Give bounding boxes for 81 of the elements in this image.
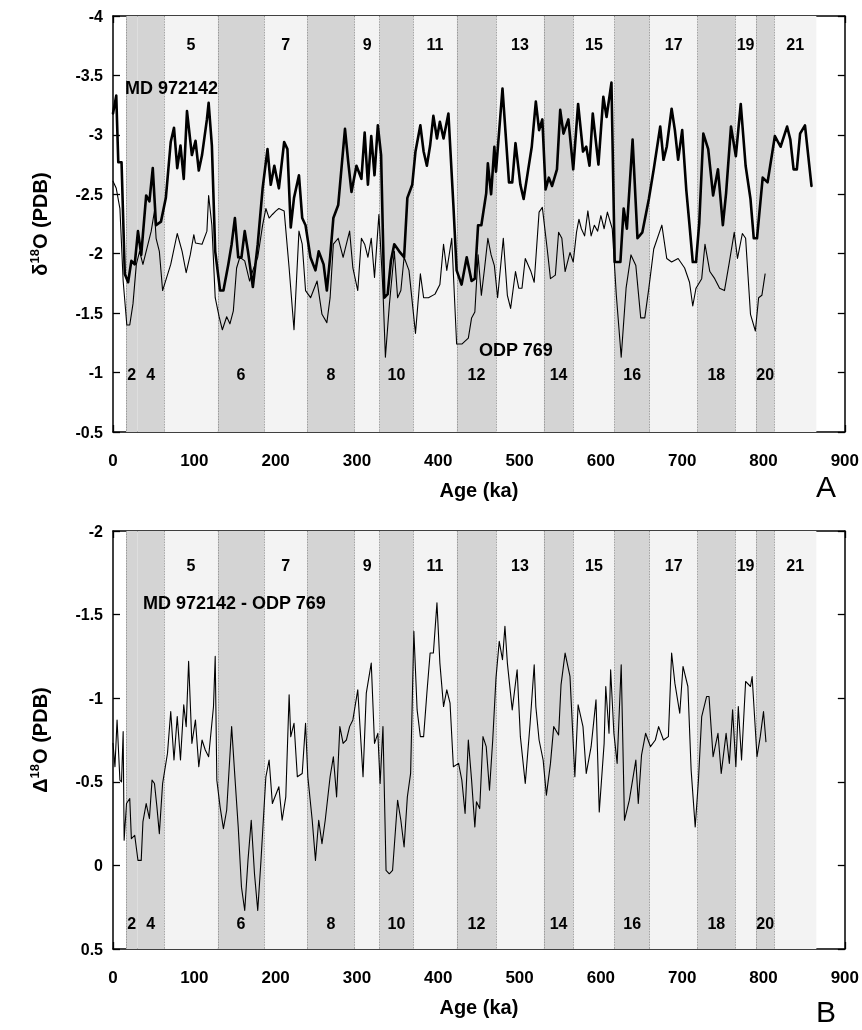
band-label: 9 xyxy=(362,35,372,53)
band-label: 5 xyxy=(186,556,196,574)
x-tick-label: 800 xyxy=(749,451,778,470)
y-tick-label: -0.5 xyxy=(75,423,104,441)
y-tick-label: -2 xyxy=(88,522,104,540)
band-label: 4 xyxy=(146,914,156,932)
x-tick-label: 0 xyxy=(108,968,118,987)
band-label: 11 xyxy=(426,35,444,53)
y-tick-label: -3.5 xyxy=(75,66,104,84)
band-label: 13 xyxy=(511,556,529,574)
band-label: 15 xyxy=(585,556,603,574)
band-label: 21 xyxy=(786,556,805,574)
band-label: 7 xyxy=(281,35,291,53)
y-tick-label: -1.5 xyxy=(75,304,104,322)
x-tick-label: 400 xyxy=(424,968,453,987)
x-tick-label: 600 xyxy=(586,968,616,987)
band-label: 19 xyxy=(736,556,755,574)
text: B xyxy=(815,994,837,1028)
x-tick-label: 200 xyxy=(261,968,290,987)
band-label: 17 xyxy=(664,35,683,53)
y-tick-label: -0.5 xyxy=(75,773,104,791)
y-tick-label: 0 xyxy=(94,856,104,874)
band-label: 8 xyxy=(326,365,336,383)
x-tick-label: 500 xyxy=(505,968,534,987)
x-tick-label: 700 xyxy=(668,968,697,987)
x-tick-label: 800 xyxy=(749,968,778,987)
band-label: 13 xyxy=(511,35,529,53)
band-label: 6 xyxy=(236,365,246,383)
x-tick-label: 600 xyxy=(586,451,616,470)
x-tick-label: 900 xyxy=(830,968,860,987)
band-label: 5 xyxy=(186,35,196,53)
y-tick-label: -1 xyxy=(88,364,104,382)
x-tick-label: 200 xyxy=(261,451,290,470)
band-label: 2 xyxy=(127,914,137,932)
band-label: 14 xyxy=(549,914,568,932)
band-label: 20 xyxy=(756,914,775,932)
band-label: 18 xyxy=(707,365,726,383)
band-label: 16 xyxy=(623,914,642,932)
band-label: 11 xyxy=(426,556,444,574)
band-label: 21 xyxy=(786,35,805,53)
series-label: MD 972142 xyxy=(125,78,219,98)
x-tick-label: 0 xyxy=(108,451,118,470)
y-tick-label: -2.5 xyxy=(75,185,104,203)
band-label: 19 xyxy=(736,35,755,53)
series-label: ODP 769 xyxy=(479,340,553,360)
x-tick-label: 100 xyxy=(180,451,209,470)
band-label: 2 xyxy=(127,365,137,383)
x-tick-label: 300 xyxy=(342,968,372,987)
band-label: 18 xyxy=(707,914,726,932)
band-label: 20 xyxy=(756,365,775,383)
y-tick-label: -3 xyxy=(88,126,104,144)
y-tick-label: -4 xyxy=(88,7,104,25)
x-axis-title: Age (ka) xyxy=(439,479,519,501)
text: A xyxy=(815,469,837,503)
band-label: 12 xyxy=(467,914,486,932)
y-axis-title: Δ18O (PDB) xyxy=(27,687,51,793)
y-tick-label: -2 xyxy=(88,245,104,263)
band-label: 7 xyxy=(281,556,291,574)
band-label: 10 xyxy=(387,914,406,932)
band-label: 12 xyxy=(467,365,486,383)
x-tick-label: 700 xyxy=(668,451,697,470)
y-tick-label: -1.5 xyxy=(75,606,104,624)
x-tick-label: 100 xyxy=(180,968,209,987)
band-label: 10 xyxy=(387,365,406,383)
band-label: 9 xyxy=(362,556,372,574)
band-label: 6 xyxy=(236,914,246,932)
band-label: 16 xyxy=(623,365,642,383)
text: MD 972142 - ODP 769 xyxy=(143,593,326,613)
y-tick-label: -1 xyxy=(88,689,104,707)
band-label: 4 xyxy=(146,365,156,383)
band-label: 17 xyxy=(664,556,683,574)
band-label: 8 xyxy=(326,914,336,932)
band-label: 14 xyxy=(549,365,568,383)
x-tick-label: 500 xyxy=(505,451,534,470)
x-tick-label: 400 xyxy=(424,451,453,470)
y-axis-title: δ18O (PDB) xyxy=(27,172,51,276)
x-tick-label: 300 xyxy=(342,451,372,470)
x-axis-title: Age (ka) xyxy=(439,996,519,1018)
y-tick-label: 0.5 xyxy=(80,940,104,958)
x-tick-label: 900 xyxy=(830,451,860,470)
band-label: 15 xyxy=(585,35,603,53)
